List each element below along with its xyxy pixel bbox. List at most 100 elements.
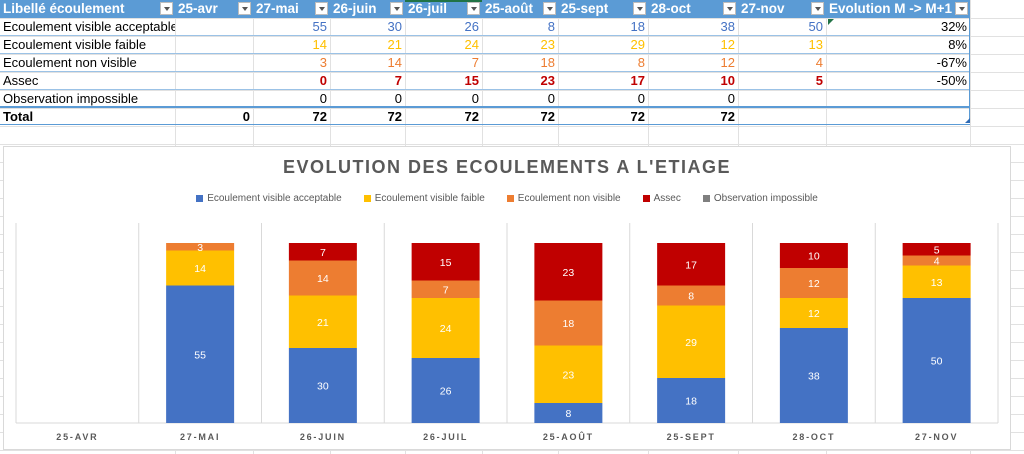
filter-dropdown-icon[interactable] bbox=[723, 2, 736, 15]
total-cell[interactable]: 72 bbox=[630, 109, 645, 124]
value-cell[interactable]: 18 bbox=[540, 55, 555, 70]
evolution-cell[interactable]: 32% bbox=[940, 19, 967, 34]
value-cell[interactable]: 13 bbox=[808, 37, 823, 52]
total-cell[interactable]: 72 bbox=[720, 109, 735, 124]
bar-segment[interactable] bbox=[288, 260, 357, 296]
header-cell[interactable]: 25-sept bbox=[558, 0, 648, 18]
header-cell[interactable]: 25-août bbox=[482, 0, 558, 18]
filter-dropdown-icon[interactable] bbox=[811, 2, 824, 15]
legend-item[interactable]: Observation impossible bbox=[702, 193, 818, 204]
filter-dropdown-icon[interactable] bbox=[543, 2, 556, 15]
header-cell[interactable]: 25-avr bbox=[175, 0, 253, 18]
bar-segment[interactable] bbox=[411, 358, 480, 423]
total-cell[interactable]: 0 bbox=[242, 109, 250, 124]
filter-dropdown-icon[interactable] bbox=[467, 2, 480, 15]
value-cell[interactable]: 3 bbox=[319, 55, 327, 70]
total-cell[interactable]: 72 bbox=[540, 109, 555, 124]
value-cell[interactable]: 24 bbox=[464, 37, 479, 52]
bar-segment[interactable] bbox=[657, 378, 726, 423]
header-cell[interactable]: Libellé écoulement bbox=[0, 0, 175, 18]
bar-segment[interactable] bbox=[166, 243, 235, 251]
evolution-cell[interactable]: -67% bbox=[936, 55, 967, 70]
total-cell[interactable]: 72 bbox=[312, 109, 327, 124]
bar-segment[interactable] bbox=[657, 243, 726, 286]
value-cell[interactable]: 21 bbox=[387, 37, 402, 52]
row-label[interactable]: Ecoulement non visible bbox=[3, 55, 137, 70]
bar-segment[interactable] bbox=[288, 243, 357, 261]
filter-dropdown-icon[interactable] bbox=[238, 2, 251, 15]
bar-segment[interactable] bbox=[902, 265, 971, 299]
value-cell[interactable]: 0 bbox=[471, 91, 479, 106]
value-cell[interactable]: 14 bbox=[312, 37, 327, 52]
bar-segment[interactable] bbox=[779, 268, 848, 298]
value-cell[interactable]: 29 bbox=[630, 37, 645, 52]
header-cell[interactable]: 27-nov bbox=[738, 0, 826, 18]
value-cell[interactable]: 8 bbox=[637, 55, 645, 70]
value-cell[interactable]: 17 bbox=[630, 73, 645, 88]
value-cell[interactable]: 8 bbox=[547, 19, 555, 34]
value-cell[interactable]: 0 bbox=[319, 91, 327, 106]
header-cell[interactable]: 26-juil bbox=[405, 0, 482, 18]
value-cell[interactable]: 12 bbox=[720, 55, 735, 70]
bar-segment[interactable] bbox=[779, 243, 848, 268]
legend-item[interactable]: Assec bbox=[642, 193, 681, 204]
header-cell[interactable]: 27-mai bbox=[253, 0, 330, 18]
bar-segment[interactable] bbox=[657, 285, 726, 306]
bar-segment[interactable] bbox=[779, 328, 848, 423]
value-cell[interactable]: 0 bbox=[727, 91, 735, 106]
filter-dropdown-icon[interactable] bbox=[390, 2, 403, 15]
value-cell[interactable] bbox=[175, 18, 253, 36]
legend-item[interactable]: Ecoulement visible acceptable bbox=[196, 193, 342, 204]
total-cell[interactable] bbox=[738, 108, 826, 126]
header-cell[interactable]: 26-juin bbox=[330, 0, 405, 18]
value-cell[interactable] bbox=[175, 54, 253, 72]
value-cell[interactable]: 50 bbox=[808, 19, 823, 34]
value-cell[interactable]: 55 bbox=[312, 19, 327, 34]
total-label[interactable]: Total bbox=[3, 109, 34, 124]
value-cell[interactable]: 10 bbox=[720, 73, 735, 88]
evolution-cell[interactable]: 8% bbox=[948, 37, 967, 52]
bar-segment[interactable] bbox=[902, 298, 971, 423]
value-cell[interactable]: 12 bbox=[720, 37, 735, 52]
bar-segment[interactable] bbox=[534, 403, 603, 423]
bar-segment[interactable] bbox=[288, 348, 357, 423]
value-cell[interactable]: 0 bbox=[394, 91, 402, 106]
bar-segment[interactable] bbox=[411, 280, 480, 299]
value-cell[interactable]: 18 bbox=[630, 19, 645, 34]
value-cell[interactable]: 7 bbox=[394, 73, 402, 88]
bar-segment[interactable] bbox=[902, 243, 971, 256]
filter-dropdown-icon[interactable] bbox=[955, 2, 968, 15]
value-cell[interactable] bbox=[175, 36, 253, 54]
value-cell[interactable]: 26 bbox=[464, 19, 479, 34]
evolution-cell[interactable]: -50% bbox=[936, 73, 967, 88]
bar-segment[interactable] bbox=[411, 243, 480, 281]
bar-segment[interactable] bbox=[534, 345, 603, 404]
bar-segment[interactable] bbox=[288, 295, 357, 349]
row-label[interactable]: Observation impossible bbox=[3, 91, 139, 106]
value-cell[interactable]: 15 bbox=[464, 73, 479, 88]
bar-segment[interactable] bbox=[534, 300, 603, 346]
legend-item[interactable]: Ecoulement non visible bbox=[506, 193, 621, 204]
row-label[interactable]: Ecoulement visible acceptable bbox=[3, 19, 175, 34]
filter-dropdown-icon[interactable] bbox=[160, 2, 173, 15]
bar-segment[interactable] bbox=[411, 298, 480, 358]
bar-segment[interactable] bbox=[902, 255, 971, 266]
total-cell[interactable]: 72 bbox=[464, 109, 479, 124]
value-cell[interactable]: 5 bbox=[815, 73, 823, 88]
row-label[interactable]: Assec bbox=[3, 73, 39, 88]
header-cell[interactable]: 28-oct bbox=[648, 0, 738, 18]
value-cell[interactable]: 0 bbox=[547, 91, 555, 106]
bar-segment[interactable] bbox=[779, 298, 848, 328]
value-cell[interactable]: 23 bbox=[540, 73, 555, 88]
chart-container[interactable]: EVOLUTION DES ECOULEMENTS A L'ETIAGE Eco… bbox=[3, 146, 1011, 450]
bar-segment[interactable] bbox=[166, 250, 235, 286]
value-cell[interactable]: 30 bbox=[387, 19, 402, 34]
row-label[interactable]: Ecoulement visible faible bbox=[3, 37, 147, 52]
total-cell[interactable]: 72 bbox=[387, 109, 402, 124]
bar-segment[interactable] bbox=[657, 305, 726, 379]
table-resize-handle[interactable] bbox=[965, 118, 970, 123]
bar-segment[interactable] bbox=[166, 285, 235, 424]
value-cell[interactable] bbox=[175, 72, 253, 90]
value-cell[interactable]: 23 bbox=[540, 37, 555, 52]
value-cell[interactable]: 7 bbox=[471, 55, 479, 70]
